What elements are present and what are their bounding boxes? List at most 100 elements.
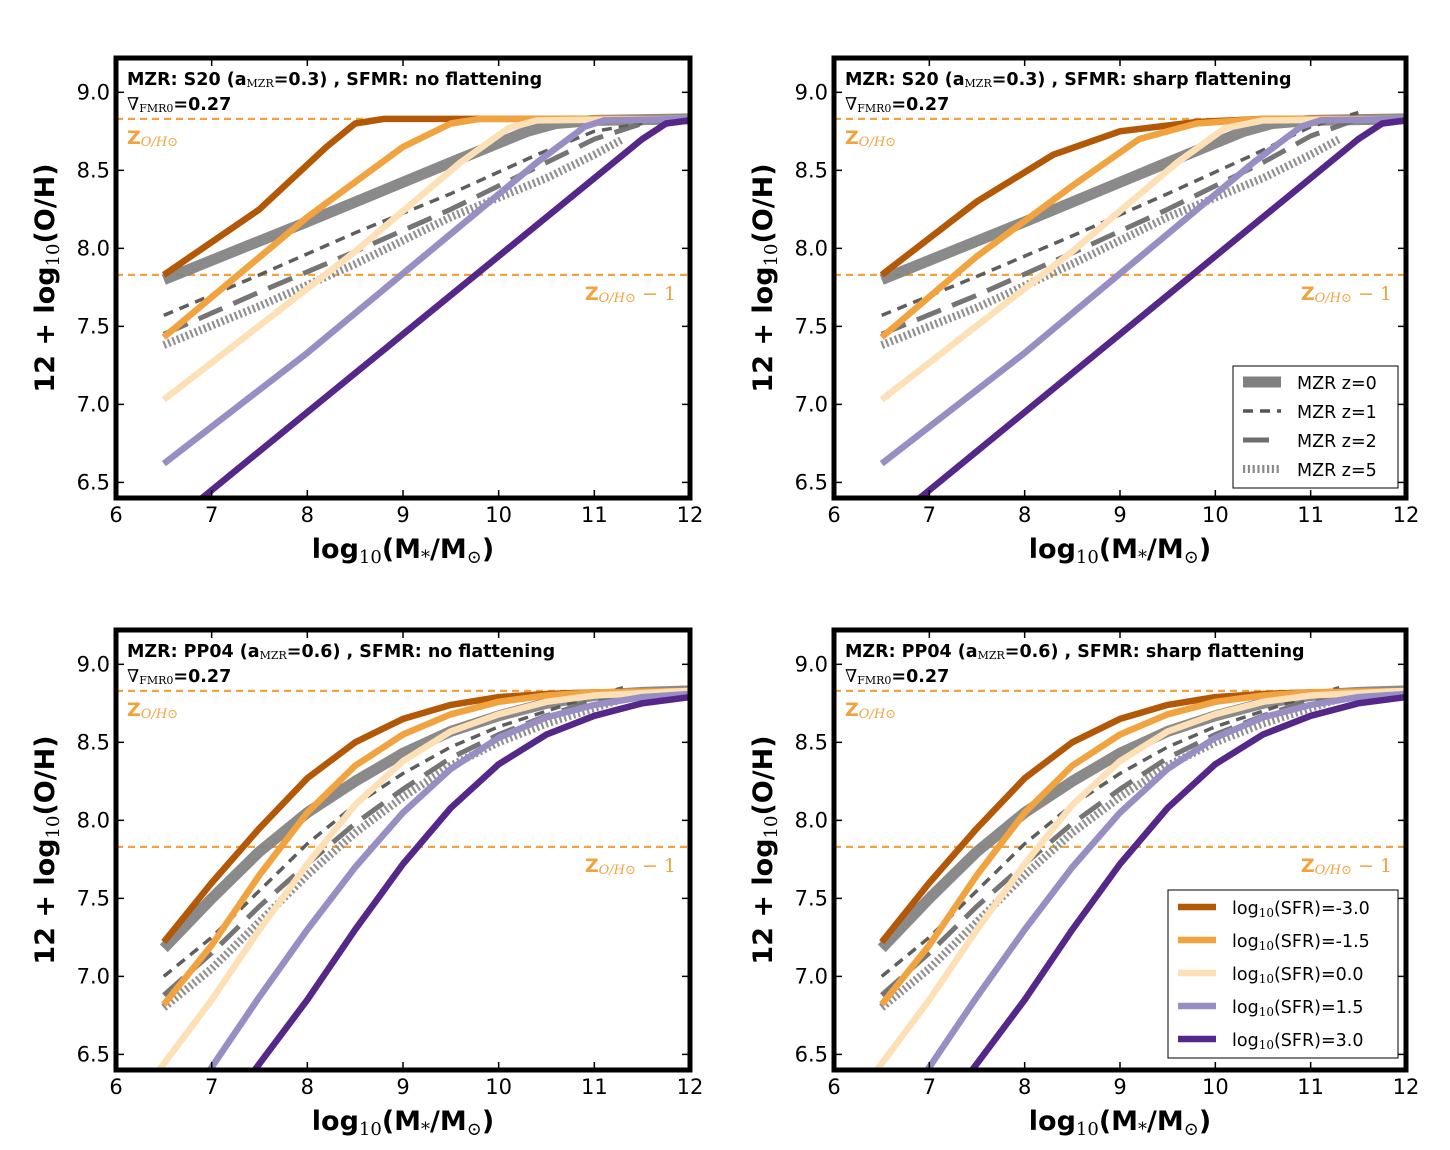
text-part: FMR0: [139, 102, 173, 115]
text-part: *: [1138, 1119, 1147, 1140]
legend-label-sfr: log10(SFR)=-3.0: [1232, 899, 1370, 920]
text-part: (M: [1099, 534, 1138, 565]
text-part: Z: [585, 855, 599, 877]
y-tick-label: 9.0: [795, 652, 828, 676]
text-part: 10: [1076, 1119, 1099, 1140]
x-axis-label: log10(M*/M⊙): [1029, 1106, 1211, 1140]
text-part: ): [1199, 1106, 1211, 1137]
text-part: Z: [1301, 283, 1315, 305]
text-part: log: [312, 1106, 359, 1137]
y-tick-label: 8.0: [795, 808, 828, 832]
legend-label-mzr: MZR z=1: [1297, 403, 1377, 423]
text-part: O/H⊙: [1315, 291, 1352, 306]
y-tick-label: 6.5: [77, 470, 110, 494]
legend-label-mzr: MZR z=0: [1297, 374, 1377, 394]
solar-label: ZO/H⊙: [845, 127, 896, 150]
text-part: (M: [382, 534, 421, 565]
text-part: /M: [430, 534, 467, 565]
text-part: (M: [1099, 1106, 1138, 1137]
y-axis-label: 12 + log10(O/H): [748, 735, 782, 964]
y-axis-label: 12 + log10(O/H): [748, 163, 782, 392]
text-part: =0.3) , SFMR: no flattening: [274, 70, 542, 90]
series-group: [156, 685, 690, 1070]
y-tick-label: 7.5: [77, 886, 110, 910]
text-part: Z: [585, 283, 599, 305]
panel-title: MZR: S20 (aMZR=0.3) , SFMR: sharp flatte…: [845, 70, 1292, 90]
text-part: MZR: S20 (a: [127, 70, 247, 90]
x-tick-label: 10: [485, 1075, 512, 1099]
text-part: FMR0: [857, 102, 891, 115]
series-line-mzr-z-1: [162, 686, 624, 978]
series-line-log10-sfr-1-5: [161, 115, 690, 467]
y-tick-label: 7.0: [77, 392, 110, 416]
text-part: − 1: [636, 855, 676, 877]
series-line-log10-sfr-0-0: [874, 687, 1406, 1070]
text-part: =0.27: [173, 95, 231, 115]
text-part: 10: [1259, 906, 1274, 920]
text-part: O/H⊙: [141, 707, 178, 722]
y-tick-label: 7.5: [77, 314, 110, 338]
text-part: ∇: [845, 667, 857, 687]
text-part: =0.27: [891, 95, 949, 115]
y-tick-label: 6.5: [795, 1042, 828, 1066]
panel-top-right: 6 7 8 9 10 11 126.57.07.58.08.59.0log10(M*/M⊙)…: [748, 55, 1419, 568]
series-line-log10-sfr-0-0: [156, 687, 690, 1070]
x-tick-label: 6: [109, 1075, 122, 1099]
solar-minus1-label: ZO/H⊙ − 1: [585, 855, 676, 878]
y-tick-label: 7.5: [795, 886, 828, 910]
text-part: 10: [1259, 1038, 1274, 1052]
x-axis-label: log10(M*/M⊙): [312, 1106, 494, 1140]
series-line-mzr-z-5: [161, 694, 625, 1011]
text-part: log: [1232, 932, 1259, 952]
panel-subtitle: ∇FMR0=0.27: [127, 95, 231, 115]
text-part: Z: [845, 699, 859, 721]
y-tick-label: 8.5: [77, 730, 110, 754]
x-tick-label: 11: [1297, 503, 1324, 527]
text-part: (O/H): [748, 163, 779, 243]
panel-subtitle: ∇FMR0=0.27: [127, 667, 231, 687]
x-tick-label: 10: [1202, 503, 1229, 527]
text-part: O/H⊙: [141, 135, 178, 150]
series-line-log10-sfr-0-0: [161, 115, 690, 403]
y-tick-label: 8.0: [795, 236, 828, 260]
text-part: log: [312, 534, 359, 565]
text-part: =0.27: [891, 667, 949, 687]
text-part: MZR: PP04 (a: [845, 642, 978, 662]
text-part: − 1: [636, 283, 676, 305]
text-part: /M: [1147, 534, 1184, 565]
series-line-log10-sfr-1-5: [161, 115, 690, 340]
x-axis-label: log10(M*/M⊙): [1029, 534, 1211, 568]
series-line-log10-sfr-3-0: [161, 115, 690, 278]
panel-bottom-right: 6 7 8 9 10 11 126.57.07.58.08.59.0log10(M*/M⊙)…: [748, 627, 1419, 1140]
text-part: ⊙: [1184, 1119, 1199, 1140]
text-part: ): [482, 534, 494, 565]
legend-label-sfr: log10(SFR)=1.5: [1232, 998, 1363, 1019]
series-group: [161, 113, 690, 498]
x-tick-label: 9: [396, 1075, 409, 1099]
text-part: =0.6) , SFMR: sharp flattening: [1005, 642, 1305, 662]
text-part: ⊙: [1184, 547, 1199, 568]
x-tick-label: 10: [1202, 1075, 1229, 1099]
text-part: (O/H): [748, 735, 779, 815]
text-part: =0.27: [173, 667, 231, 687]
y-tick-label: 7.0: [77, 964, 110, 988]
text-part: MZR: [260, 649, 288, 662]
y-tick-label: 7.5: [795, 314, 828, 338]
series-line-mzr-z-2: [880, 689, 1340, 997]
text-part: log: [1232, 899, 1259, 919]
text-part: ⊙: [467, 547, 482, 568]
y-tick-label: 7.0: [795, 392, 828, 416]
x-tick-label: 10: [485, 503, 512, 527]
text-part: ): [482, 1106, 494, 1137]
x-tick-label: 8: [301, 1075, 314, 1099]
x-tick-label: 11: [581, 503, 608, 527]
text-part: (SFR)=0.0: [1274, 965, 1363, 985]
text-part: (SFR)=-3.0: [1274, 899, 1370, 919]
x-tick-label: 9: [1113, 1075, 1126, 1099]
y-tick-label: 8.5: [795, 730, 828, 754]
panel-subtitle: ∇FMR0=0.27: [845, 667, 949, 687]
text-part: − 1: [1352, 283, 1392, 305]
text-part: Z: [845, 127, 859, 149]
y-tick-label: 9.0: [795, 80, 828, 104]
y-tick-label: 6.5: [77, 1042, 110, 1066]
